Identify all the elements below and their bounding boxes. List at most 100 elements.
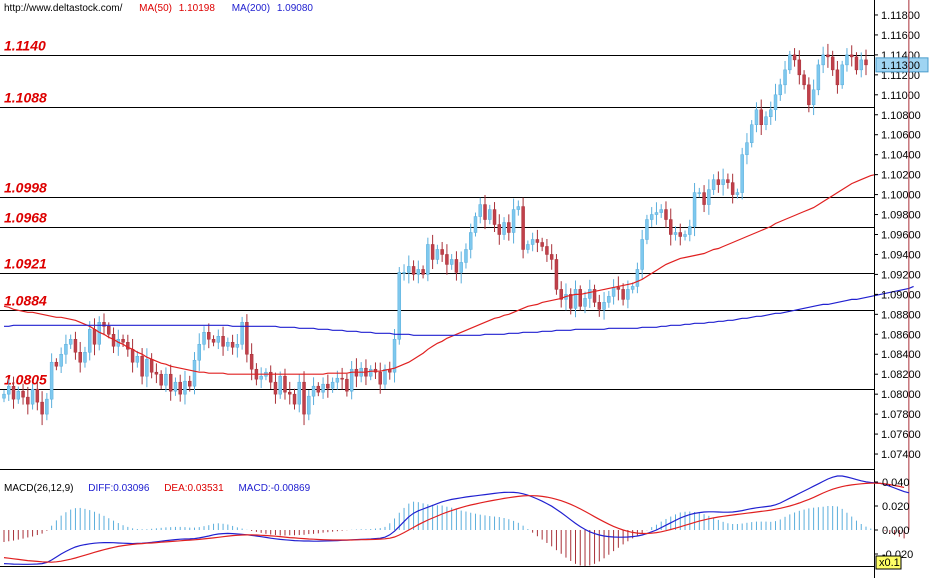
candle-body <box>826 54 830 58</box>
candle-body <box>473 216 478 233</box>
price-tick-label: 1.08000 <box>881 389 921 401</box>
candle-body <box>654 212 659 215</box>
candle-body <box>283 375 287 393</box>
candle-body <box>635 269 640 287</box>
macd-name: MACD(26,12,9) <box>4 483 74 494</box>
candle-body <box>778 84 783 96</box>
candle-body <box>583 298 587 307</box>
level-label: 1.0805 <box>4 372 47 388</box>
candle-body <box>16 390 21 400</box>
level-label: 1.0921 <box>4 256 47 272</box>
candle-body <box>664 209 668 220</box>
candle-body <box>502 222 506 235</box>
candle-body <box>592 289 597 303</box>
candle-body <box>278 375 282 395</box>
candle-body <box>2 393 6 399</box>
candle-body <box>445 254 449 265</box>
candle-body <box>368 368 373 377</box>
price-tick-label: 1.08200 <box>881 369 921 381</box>
candle-body <box>621 289 625 300</box>
candle-body <box>459 262 463 273</box>
candle-body <box>26 396 30 405</box>
candle-body <box>535 239 540 243</box>
candle-body <box>397 272 402 340</box>
price-tick-label: 1.09400 <box>881 249 921 261</box>
candle-body <box>273 381 278 395</box>
candle-body <box>683 234 687 237</box>
candle-body <box>845 54 849 66</box>
candle-body <box>107 326 111 335</box>
candle-body <box>268 371 273 383</box>
candle-body <box>864 59 868 66</box>
candle-body <box>526 244 530 250</box>
candle-body <box>673 232 678 235</box>
candle-body <box>140 355 144 377</box>
price-tick-label: 1.09600 <box>881 230 921 242</box>
candle-body <box>297 381 301 405</box>
price-tick-label: 1.10000 <box>881 190 921 202</box>
price-axis: 1.118001.116001.114001.112001.110001.108… <box>874 10 929 461</box>
macd-plot-area <box>3 0 910 566</box>
candle-body <box>749 124 754 143</box>
candle-body <box>630 286 635 290</box>
candle-body <box>45 398 49 415</box>
candle-body <box>754 109 759 125</box>
candle-body <box>411 266 416 275</box>
candle-body <box>302 381 306 415</box>
candle-body <box>383 368 387 385</box>
candle-body <box>507 222 511 233</box>
macd-header: MACD(26,12,9) DIFF:0.03096 DEA:0.03531 M… <box>4 483 310 494</box>
candle-body <box>711 179 716 190</box>
candle-body <box>173 381 178 392</box>
candle-body <box>530 239 535 245</box>
macd-dea: DEA:0.03531 <box>164 483 224 494</box>
level-label: 1.1140 <box>4 38 46 54</box>
candle-body <box>521 206 525 250</box>
ma200-label: MA(200) <box>231 3 271 14</box>
candle-body <box>7 385 11 395</box>
candle-body <box>607 296 611 303</box>
candle-body <box>21 390 25 398</box>
candle-body <box>783 69 787 86</box>
candle-body <box>816 64 821 91</box>
macd-value: MACD:-0.00869 <box>238 483 311 494</box>
candle-body <box>392 339 397 373</box>
candle-body <box>497 224 502 235</box>
candle-body <box>464 249 468 263</box>
candle-body <box>207 332 211 340</box>
candle-body <box>764 116 768 125</box>
candle-body <box>68 339 73 345</box>
candle-body <box>49 361 54 400</box>
candle-body <box>840 64 844 86</box>
candle-body <box>240 322 244 345</box>
candle-body <box>154 371 159 375</box>
candle-body <box>130 349 135 363</box>
candle-body <box>430 244 435 260</box>
candle-body <box>221 336 225 347</box>
last-price-label: 1.11300 <box>881 60 920 72</box>
candle-body <box>245 322 249 355</box>
price-tick-label: 1.08400 <box>881 349 921 361</box>
candle-body <box>492 209 497 225</box>
candle-body <box>35 388 40 403</box>
candle-body <box>259 375 263 380</box>
candle-body <box>378 371 382 385</box>
candle-body <box>421 269 425 275</box>
candle-body <box>149 358 154 373</box>
candle-body <box>807 84 811 106</box>
candle-body <box>83 351 87 363</box>
last-price-tag <box>875 57 929 73</box>
candle-body <box>549 254 554 260</box>
level-label: 1.0968 <box>4 210 47 226</box>
candle-body <box>59 353 63 367</box>
price-tick-label: 1.11600 <box>881 30 920 42</box>
candle-body <box>573 289 578 309</box>
price-tick-label: 1.09200 <box>881 269 921 281</box>
candle-body <box>478 204 482 217</box>
candle-body <box>678 232 682 237</box>
macd-scale-badge <box>875 555 902 570</box>
candle-body <box>288 391 292 395</box>
candle-body <box>692 192 697 227</box>
candle-body <box>145 358 149 377</box>
